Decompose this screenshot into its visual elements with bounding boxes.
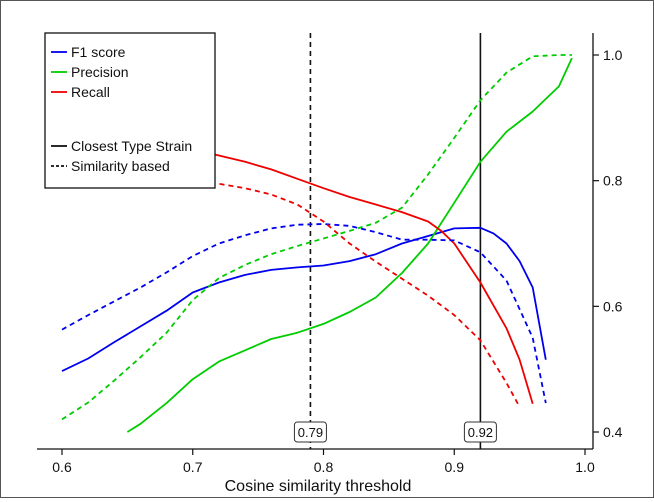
x-tick-label: 1.0 bbox=[575, 459, 595, 475]
axes: 0.6 0.7 0.8 0.9 1.0 0.4 0.6 0.8 1.0 bbox=[37, 33, 623, 475]
threshold-label-box-0-79 bbox=[293, 421, 327, 443]
series-precision-similarity-based bbox=[61, 54, 572, 421]
series-recall-similarity-based bbox=[192, 179, 521, 408]
threshold-lines bbox=[309, 33, 482, 449]
threshold-label-0-92: 0.92 bbox=[468, 425, 493, 440]
legend: F1 score Precision Recall Closest Type Stra… bbox=[44, 32, 216, 189]
legend-label-similarity-based: Similarity based bbox=[71, 158, 170, 174]
x-tick-label: 0.7 bbox=[183, 459, 203, 475]
series-f1-score-similarity-based bbox=[61, 223, 547, 404]
series-recall bbox=[192, 148, 534, 404]
y-tick-label: 0.6 bbox=[603, 298, 623, 314]
x-axis-title: Cosine similarity threshold bbox=[225, 478, 412, 495]
series-precision bbox=[126, 57, 573, 433]
legend-label-closest-type-strain: Closest Type Strain bbox=[71, 138, 192, 154]
threshold-label-box-0-92 bbox=[463, 421, 497, 443]
series-lines bbox=[61, 54, 573, 433]
x-tick-label: 0.9 bbox=[445, 459, 465, 475]
y-tick-label: 0.4 bbox=[603, 424, 623, 440]
x-tick-label: 0.6 bbox=[52, 459, 72, 475]
threshold-label-0-79: 0.79 bbox=[298, 425, 323, 440]
legend-box bbox=[44, 32, 216, 189]
series-f1-score bbox=[61, 226, 547, 372]
legend-label-recall: Recall bbox=[71, 84, 110, 100]
threshold-labels: 0.79 0.92 bbox=[293, 421, 497, 443]
legend-label-f1-score: F1 score bbox=[71, 44, 126, 60]
legend-label-precision: Precision bbox=[71, 64, 129, 80]
y-tick-label: 1.0 bbox=[603, 47, 623, 63]
y-tick-label: 0.8 bbox=[603, 173, 623, 189]
x-tick-label: 0.8 bbox=[314, 459, 334, 475]
